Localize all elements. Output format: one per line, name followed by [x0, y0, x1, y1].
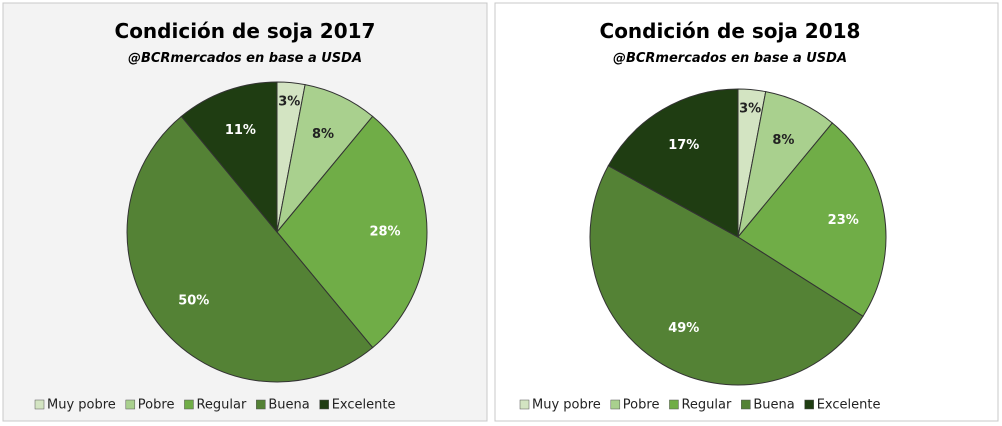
- legend-label: Buena: [753, 398, 794, 413]
- pie-slice: [276, 115, 428, 349]
- legend-label: Muy pobre: [47, 398, 116, 413]
- legend-label: Excelente: [332, 398, 396, 413]
- pie-slice: [180, 81, 278, 234]
- legend-label: Pobre: [138, 398, 175, 413]
- legend-swatch: [519, 399, 530, 410]
- legend-swatch: [319, 399, 329, 410]
- legend-swatch: [741, 399, 751, 410]
- data-label: 28%: [369, 225, 400, 240]
- legend-label: Regular: [196, 398, 247, 413]
- legend-swatch: [34, 399, 45, 410]
- pie-slice: [126, 115, 374, 383]
- legend-label: Pobre: [623, 398, 660, 413]
- chart-subtitle: @BCRmercados en base a USDA: [128, 51, 362, 66]
- legend-swatch: [804, 399, 814, 410]
- data-label: 8%: [312, 127, 334, 142]
- legend-label: Buena: [268, 398, 309, 413]
- chart-title: Condición de soja 2018: [600, 19, 861, 43]
- pie-slice: [589, 165, 864, 386]
- legend-swatch: [256, 399, 266, 410]
- data-label: 23%: [828, 213, 859, 228]
- data-label: 50%: [178, 293, 209, 308]
- data-label: 49%: [668, 321, 699, 336]
- data-label: 3%: [278, 95, 300, 110]
- legend-swatch: [125, 399, 136, 410]
- data-label: 17%: [668, 138, 699, 153]
- legend-label: Excelente: [817, 398, 881, 413]
- legend-swatch: [184, 399, 194, 410]
- chart-subtitle: @BCRmercados en base a USDA: [613, 51, 847, 66]
- chart-title: Condición de soja 2017: [115, 19, 376, 43]
- legend-swatch: [610, 399, 621, 410]
- data-label: 8%: [772, 133, 794, 148]
- data-label: 11%: [225, 123, 256, 138]
- legend-swatch: [669, 399, 679, 410]
- pie-slice: [737, 122, 887, 317]
- legend-label: Muy pobre: [532, 398, 601, 413]
- data-label: 3%: [739, 101, 761, 116]
- pie-slice: [607, 88, 739, 238]
- legend-label: Regular: [681, 398, 732, 413]
